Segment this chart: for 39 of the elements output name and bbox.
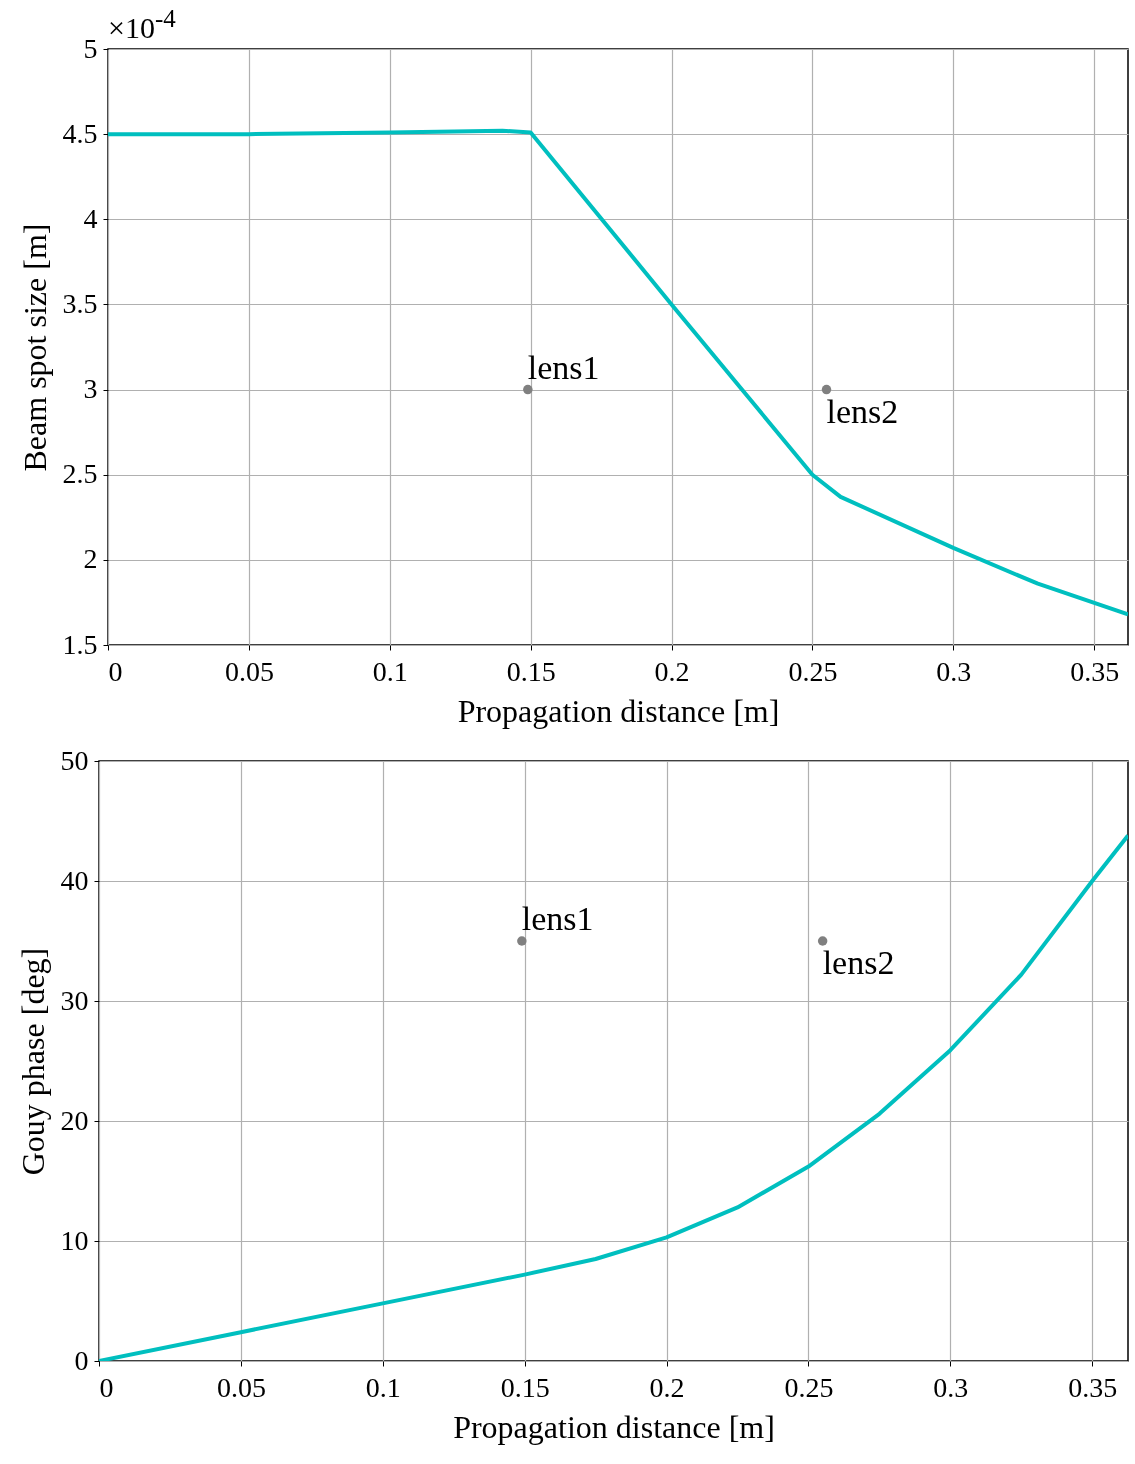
y-tick-label: 0 xyxy=(74,1344,89,1376)
series-label: lens2 xyxy=(822,944,895,981)
x-tick-label: 0.3 xyxy=(936,655,972,687)
x-tick-label: 0.2 xyxy=(654,655,690,687)
y-tick-label: 1.5 xyxy=(62,628,98,660)
y-tick-label: 30 xyxy=(60,984,89,1016)
y-tick-label: 40 xyxy=(60,864,89,896)
line-series xyxy=(108,128,1128,617)
y-tick-label: 2.5 xyxy=(62,458,98,490)
x-axis-title: Propagation distance [m] xyxy=(453,1408,775,1445)
x-tick-label: 0 xyxy=(108,655,123,687)
series-label: lens2 xyxy=(826,392,899,430)
x-tick-label: 0.25 xyxy=(788,655,838,687)
y-tick-label: 3 xyxy=(83,373,98,405)
y-tick-label: 3.5 xyxy=(62,287,98,319)
x-tick-label: 0.3 xyxy=(933,1371,969,1403)
x-tick-label: 0.05 xyxy=(216,1371,266,1403)
y-axis-title: Gouy phase [deg] xyxy=(14,947,51,1176)
y-tick-label: 4 xyxy=(83,202,98,234)
series-label: lens1 xyxy=(521,900,594,937)
x-tick-label: 0.15 xyxy=(500,1371,550,1403)
y-tick-label: 20 xyxy=(60,1104,89,1136)
x-tick-label: 0.25 xyxy=(784,1371,834,1403)
text: ×10$^{-4}$ xyxy=(108,5,176,44)
x-tick-label: 0.2 xyxy=(649,1371,685,1403)
x-axis-title: Propagation distance [m] xyxy=(457,692,780,729)
y-tick-label: 2 xyxy=(83,543,98,575)
series-label: lens1 xyxy=(527,348,600,386)
y-tick-label: 4.5 xyxy=(62,117,98,149)
y-tick-label: 10 xyxy=(60,1224,89,1256)
x-tick-label: 0.05 xyxy=(224,655,274,687)
x-tick-label: 0.1 xyxy=(365,1371,401,1403)
x-tick-label: 0.35 xyxy=(1070,655,1120,687)
x-tick-label: 0.1 xyxy=(372,655,408,687)
y-tick-label: 5 xyxy=(83,32,98,64)
x-tick-label: 0.15 xyxy=(506,655,556,687)
y-tick-label: 50 xyxy=(60,744,89,776)
y-axis-title: Beam spot size [m] xyxy=(16,223,53,472)
x-tick-label: 0.35 xyxy=(1068,1371,1118,1403)
